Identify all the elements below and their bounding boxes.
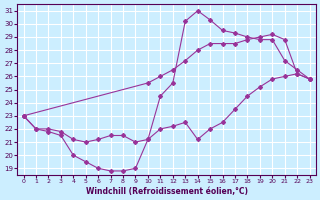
X-axis label: Windchill (Refroidissement éolien,°C): Windchill (Refroidissement éolien,°C) [85, 187, 248, 196]
